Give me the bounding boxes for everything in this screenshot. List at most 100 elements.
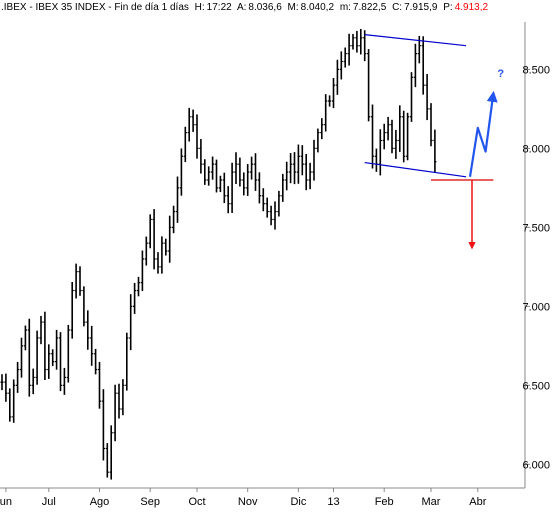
ohlc-bar [409, 72, 414, 122]
annotations: ? [364, 34, 504, 250]
ohlc-bar [47, 344, 51, 379]
ohlc-bar [121, 379, 125, 416]
channel-line [364, 161, 467, 178]
ohlc-bar [222, 172, 226, 204]
ohlc-bar [246, 164, 250, 196]
x-tick-label: Abr [469, 496, 486, 508]
ohlc-bar [55, 329, 59, 370]
ohlc-bar [31, 368, 35, 395]
ohlc-bar [101, 389, 105, 461]
header-name: IBEX 35 INDEX [35, 2, 105, 13]
header-m-label: M: [288, 2, 299, 13]
ohlc-bar [12, 379, 16, 423]
x-tick-label: Sep [140, 496, 160, 508]
ohlc-bar [285, 161, 289, 191]
ohlc-bar [195, 114, 199, 159]
ohlc-bar [421, 36, 425, 95]
ohlc-bar [292, 152, 297, 185]
header-p-value: 4.913,2 [455, 2, 489, 13]
bullish-scenario-arrow [468, 90, 498, 177]
ohlc-bar [218, 175, 222, 193]
ohlc-bar [43, 311, 47, 380]
ohlc-bar [156, 252, 160, 274]
ohlc-bar [125, 332, 129, 391]
ohlc-bar [335, 59, 339, 95]
ohlc-bar [8, 388, 12, 422]
ohlc-bar [398, 105, 402, 152]
x-tick-label: un [0, 496, 12, 508]
ohlc-bar [343, 47, 347, 68]
ohlc-bar [347, 33, 351, 66]
ohlc-bar [144, 236, 148, 266]
ohlc-bar [316, 128, 320, 153]
ohlc-bar [312, 139, 316, 181]
ohlc-bar [211, 156, 215, 180]
ohlc-bar [304, 154, 308, 191]
ohlc-bar [70, 281, 74, 339]
ohlc-bar [109, 425, 113, 480]
x-tick-label: Mar [422, 496, 441, 508]
ohlc-bar [429, 103, 433, 147]
ohlc-bar [367, 49, 371, 122]
header-a-label: A: [237, 2, 246, 13]
x-axis: un Jul Ago Sep Oct Nov Dic 13 Feb Mar Abr [0, 487, 525, 508]
ohlc-bar [86, 310, 90, 350]
ohlc-bar [94, 348, 98, 375]
ohlc-bar [105, 443, 109, 478]
ohlc-bar [382, 123, 386, 150]
ohlc-bar [66, 324, 70, 383]
ohlc-bar [300, 145, 304, 176]
ohlc-bar [230, 162, 234, 213]
ohlc-bar [74, 263, 78, 299]
y-axis: 6.000 6.500 7.000 7.500 8.000 8.500 [522, 22, 550, 488]
ohlc-bar [117, 383, 121, 419]
header-mn-label: m: [340, 2, 351, 13]
x-tick-label: Feb [375, 496, 394, 508]
ohlc-bar [16, 361, 20, 393]
ohlc-bar [214, 159, 219, 193]
header-mn-value: 7.822,5 [353, 2, 387, 13]
ohlc-bar [78, 266, 82, 296]
ohlc-bar [23, 325, 27, 351]
ohlc-bar [136, 276, 141, 297]
ohlc-bar [175, 176, 180, 223]
ohlc-bar [0, 374, 4, 391]
ohlc-bar [129, 294, 133, 351]
ohlc-bar [207, 166, 211, 186]
header-c-label: C: [392, 2, 402, 13]
ohlc-bar [433, 129, 437, 173]
chart-header: .IBEX - IBEX 35 INDEX - Fin de día 1 día… [1, 2, 488, 13]
y-tick-label: 6.500 [522, 380, 550, 392]
ohlc-bar [39, 315, 43, 345]
ohlc-bar [242, 172, 246, 196]
x-tick-label: Oct [188, 496, 205, 508]
ohlc-bar [359, 29, 363, 55]
ohlc-bar [191, 109, 195, 132]
ohlc-bar [140, 250, 144, 292]
ohlc-bar [27, 318, 31, 397]
header-m-value: 8.040,2 [301, 2, 335, 13]
ohlc-bar [339, 51, 343, 80]
ohlc-bar [164, 238, 168, 256]
header-a-value: 8.036,6 [248, 2, 282, 13]
ohlc-bar [234, 152, 238, 185]
ohlc-bar [238, 157, 242, 187]
ohlc-bar [413, 43, 417, 88]
ohlc-bar [363, 30, 367, 62]
ohlc-bar [97, 361, 102, 409]
ohlc-bar [402, 110, 406, 163]
x-tick-label: Dic [290, 496, 306, 508]
question-mark-label: ? [497, 68, 504, 80]
ohlc-bar [160, 236, 164, 274]
header-c-value: 7.915,9 [404, 2, 438, 13]
price-bars [0, 29, 437, 480]
ohlc-bar [113, 384, 117, 442]
x-tick-label: Nov [238, 496, 258, 508]
ohlc-bar [265, 197, 269, 218]
ohlc-bar [289, 153, 293, 184]
ohlc-bar [62, 367, 66, 395]
header-period: Fin de día 1 días [114, 2, 189, 13]
ohlc-bar [390, 119, 394, 154]
